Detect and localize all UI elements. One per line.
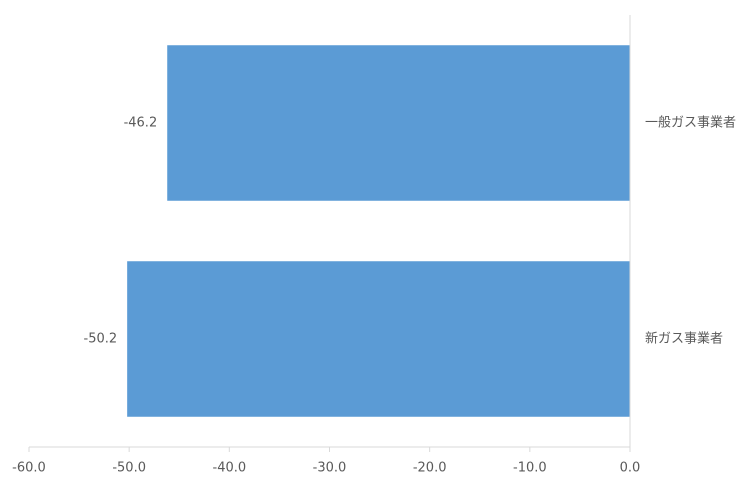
x-tick-label: -10.0 <box>513 461 547 476</box>
x-tick-label: -50.0 <box>112 461 146 476</box>
category-label: 一般ガス事業者 <box>645 115 736 131</box>
x-tick-label: -30.0 <box>313 461 347 476</box>
bar <box>127 261 630 417</box>
data-label: -46.2 <box>124 116 158 131</box>
x-tick-label: -20.0 <box>413 461 447 476</box>
x-tick-label: -60.0 <box>12 461 46 476</box>
x-tick-label: -40.0 <box>213 461 247 476</box>
bar <box>167 45 631 201</box>
category-label: 新ガス事業者 <box>645 331 723 347</box>
x-tick-label: 0.0 <box>620 461 641 476</box>
data-label: -50.2 <box>84 332 118 347</box>
